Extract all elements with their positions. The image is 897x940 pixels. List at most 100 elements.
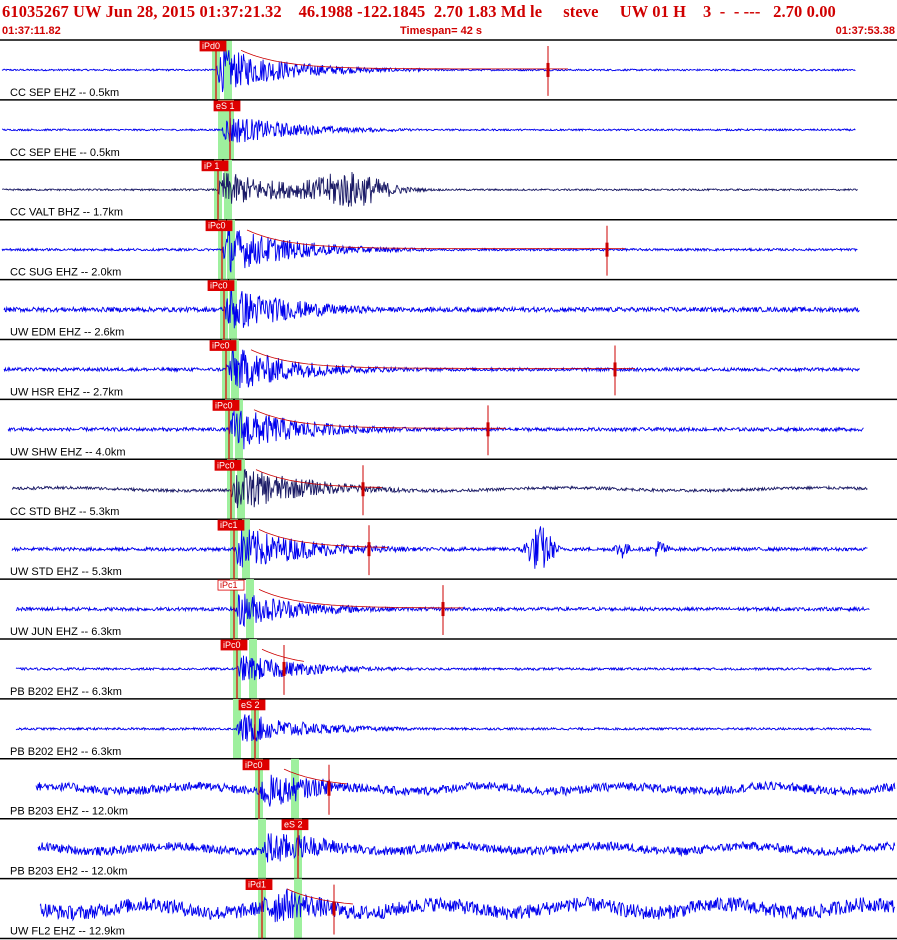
channel-trace-row[interactable]: iPc0 UW HSR EHZ -- 2.7km [3, 340, 860, 400]
coda-end-marker-head [361, 482, 365, 497]
pick-window-highlight [246, 579, 254, 639]
start-time: 01:37:11.82 [2, 25, 61, 37]
phase-pick-label: iPd1 [248, 880, 266, 890]
phase-pick-flag[interactable] [242, 759, 270, 771]
coda-fit-curve [283, 768, 348, 785]
phase-pick-label: eS 1 [216, 101, 235, 111]
coda-fit-curve [240, 49, 568, 70]
channel-trace-row[interactable]: iPc1 UW JUN EHZ -- 6.3km [10, 579, 870, 639]
channel-trace-row[interactable]: iPc0 PB B202 EHZ -- 6.3km [10, 639, 872, 699]
plot-header: 61035267 UW Jun 28, 2015 01:37:21.32 46.… [0, 0, 897, 38]
channel-label: UW EDM EHZ -- 2.6km [10, 327, 124, 339]
waveform-trace [1, 48, 856, 93]
channel-trace-row[interactable]: iPc0 CC SUG EHZ -- 2.0km [1, 220, 858, 280]
phase-pick-flag[interactable] [281, 819, 309, 831]
waveform-trace [1, 229, 858, 273]
pick-window-highlight [249, 639, 257, 699]
coda-end-marker-head [486, 422, 490, 437]
pick-window-highlight [224, 159, 232, 220]
event-summary-title: 61035267 UW Jun 28, 2015 01:37:21.32 46.… [2, 2, 836, 21]
pick-window-highlight [224, 40, 232, 100]
channel-label: CC SEP EHE -- 0.5km [10, 147, 120, 159]
waveform-trace [3, 290, 860, 329]
coda-end-marker-head [605, 242, 609, 257]
phase-pick-label: eS 2 [241, 700, 260, 710]
channel-trace-row[interactable]: iPd1 UW FL2 EHZ -- 12.9km [10, 879, 896, 939]
channel-trace-row[interactable]: eS 1 CC SEP EHE -- 0.5km [1, 100, 856, 160]
channel-trace-row[interactable]: iPc0 UW EDM EHZ -- 2.6km [3, 280, 860, 340]
waveform-trace [7, 409, 864, 450]
channel-label: UW JUN EHZ -- 6.3km [10, 626, 121, 638]
coda-end-marker-head [546, 62, 550, 77]
phase-pick-flag[interactable] [207, 280, 235, 292]
coda-end-marker-head [327, 781, 331, 796]
phase-pick-flag[interactable] [220, 639, 248, 651]
coda-fit-curve [286, 888, 354, 905]
phase-pick-label: iPc0 [215, 400, 233, 410]
channel-label: UW STD EHZ -- 5.3km [10, 566, 122, 578]
waveform-trace [15, 714, 872, 742]
channel-label: CC STD BHZ -- 5.3km [10, 506, 119, 518]
phase-pick-flag[interactable] [199, 40, 227, 52]
phase-pick-flag[interactable] [212, 399, 240, 411]
pick-window-highlight [237, 459, 245, 520]
coda-end-marker-head [441, 602, 445, 617]
channel-trace-row[interactable]: iPc0 CC STD BHZ -- 5.3km [10, 459, 868, 520]
channel-label: PB B202 EH2 -- 6.3km [10, 746, 121, 758]
waveform-trace [39, 888, 896, 923]
waveform-trace [35, 774, 896, 807]
timespan-label: Timespan= 42 s [400, 25, 483, 37]
channel-label: CC VALT BHZ -- 1.7km [10, 207, 123, 219]
channel-label: PB B203 EHZ -- 12.0km [10, 806, 128, 818]
coda-fit-curve [258, 529, 389, 548]
coda-end-marker-head [282, 661, 286, 676]
pick-window-highlight [242, 519, 250, 580]
phase-pick-label: iPc0 [217, 460, 235, 470]
phase-pick-label: iPc0 [208, 221, 226, 231]
phase-pick-flag[interactable] [214, 459, 242, 471]
channel-trace-row[interactable]: iPd0 CC SEP EHZ -- 0.5km [1, 40, 856, 100]
waveform-trace [37, 833, 896, 863]
waveform-trace [11, 526, 868, 569]
phase-pick-flag[interactable] [209, 340, 237, 351]
phase-pick-label: iP 1 [204, 161, 219, 171]
channel-label: UW HSR EHZ -- 2.7km [10, 386, 123, 398]
channel-trace-row[interactable]: iPc1 UW STD EHZ -- 5.3km [10, 519, 868, 580]
phase-pick-label: eS 2 [284, 820, 303, 830]
waveform-trace [2, 171, 858, 207]
channel-label: CC SUG EHZ -- 2.0km [10, 267, 121, 279]
end-time: 01:37:53.38 [835, 25, 895, 37]
waveform-trace [3, 346, 860, 389]
phase-pick-label: iPc0 [245, 760, 263, 770]
coda-fit-curve [255, 469, 382, 488]
phase-pick-flag[interactable] [238, 699, 266, 711]
phase-pick-label: iPc1 [220, 580, 238, 590]
phase-pick-flag[interactable] [217, 579, 245, 591]
waveform-trace [1, 117, 856, 143]
phase-pick-label: iPd0 [202, 41, 220, 51]
phase-pick-flag[interactable] [201, 160, 229, 172]
channel-trace-row[interactable]: eS 2 PB B202 EH2 -- 6.3km [10, 699, 872, 759]
pick-window-highlight [294, 878, 302, 939]
phase-pick-label: iPc0 [212, 341, 230, 351]
phase-pick-flag[interactable] [217, 519, 245, 531]
channel-label: UW SHW EHZ -- 4.0km [10, 446, 126, 458]
waveform-trace [15, 655, 872, 681]
phase-pick-flag[interactable] [205, 220, 233, 232]
channel-trace-row[interactable]: iPc0 PB B203 EHZ -- 12.0km [10, 759, 896, 819]
coda-fit-curve [253, 409, 506, 429]
phase-pick-flag[interactable] [245, 879, 273, 890]
coda-end-marker-head [613, 362, 617, 377]
coda-fit-curve [261, 648, 305, 662]
channel-label: PB B202 EHZ -- 6.3km [10, 686, 122, 698]
coda-fit-curve [246, 229, 625, 249]
waveform-trace [11, 468, 868, 509]
phase-pick-label: iPc1 [220, 520, 238, 530]
phase-pick-label: iPc0 [210, 281, 228, 291]
channel-trace-row[interactable]: eS 2 PB B203 EH2 -- 12.0km [10, 819, 896, 879]
coda-fit-curve [250, 349, 635, 369]
channel-trace-row[interactable]: iPc0 UW SHW EHZ -- 4.0km [7, 399, 864, 460]
phase-pick-flag[interactable] [213, 100, 241, 112]
channel-trace-row[interactable]: iP 1 CC VALT BHZ -- 1.7km [2, 160, 858, 220]
